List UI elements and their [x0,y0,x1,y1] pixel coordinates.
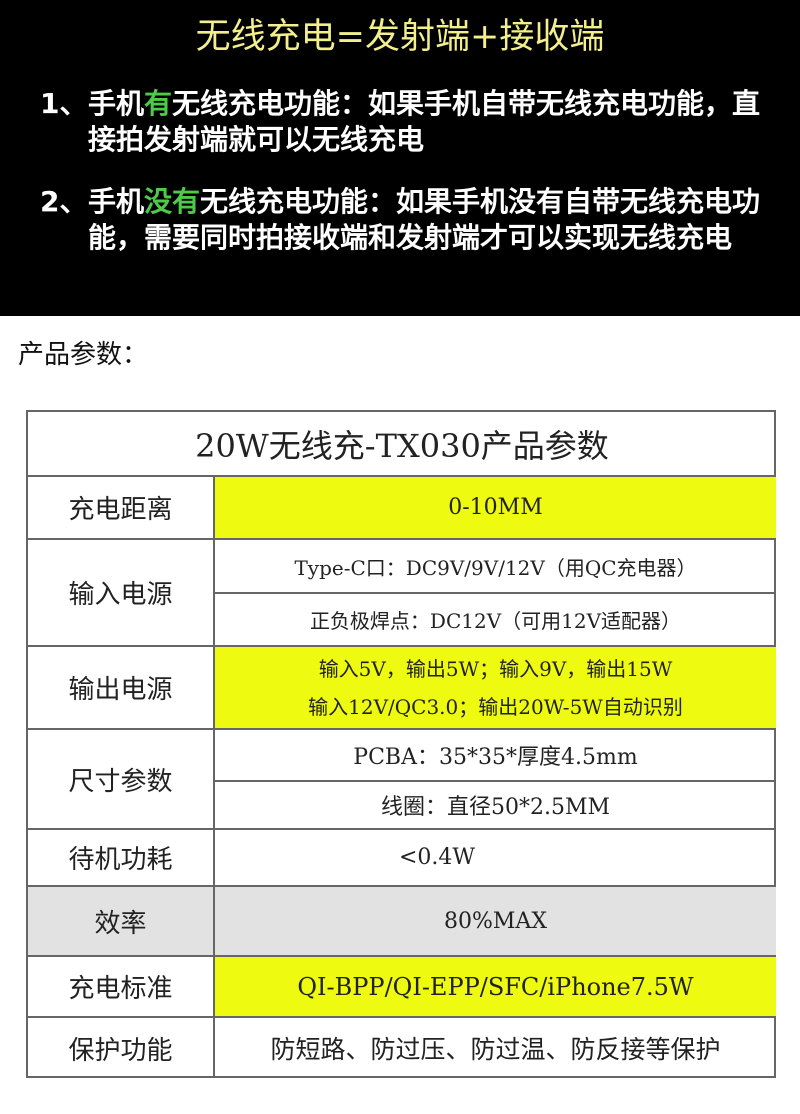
row-label: 输入电源 [28,540,215,647]
row-value: 防短路、防过压、防过温、防反接等保护 [270,1035,721,1064]
row-label: 充电距离 [28,477,215,540]
item-highlight: 没有 [144,185,201,218]
row-label: 充电标准 [28,957,215,1018]
item-text: 无线充电功能：如果手机自带无线充电功能，直接拍发射端就可以无线充电 [88,87,761,156]
row-label: 效率 [28,887,215,957]
row-label: 保护功能 [28,1018,215,1078]
item-number: 1、 [40,87,88,120]
item-text: 手机 [88,87,145,120]
row-label: 待机功耗 [28,830,215,887]
hero-item-1: 1、 手机有无线充电功能：如果手机自带无线充电功能，直接拍发射端就可以无线充电 [40,86,780,158]
row-value: 线圈：直径50*2.5MM [215,782,776,830]
row-value: 输入5V，输出5W；输入9V，输出15W 输入12V/QC3.0；输出20W-5… [215,647,776,730]
item-text: 手机 [88,185,145,218]
hero-banner: 无线充电=发射端+接收端 1、 手机有无线充电功能：如果手机自带无线充电功能，直… [0,0,800,316]
params-label: 产品参数： [18,340,149,370]
row-value: PCBA：35*35*厚度4.5mm [215,730,776,782]
row-value: 0-10MM [215,477,776,540]
row-value-line: 输入5V，输出5W；输入9V，输出15W [318,656,673,681]
hero-item-2: 2、 手机没有无线充电功能：如果手机没有自带无线充电功能，需要同时拍接收端和发射… [40,184,780,256]
spec-table: 20W无线充-TX030产品参数 充电距离 0-10MM 输入电源 Type-C… [26,410,776,1078]
table-title: 20W无线充-TX030产品参数 [28,412,776,477]
item-number: 2、 [40,185,88,218]
row-value: <0.4W [215,830,776,887]
item-highlight: 有 [144,87,173,120]
hero-title: 无线充电=发射端+接收端 [195,17,605,57]
row-value-line: 输入12V/QC3.0；输出20W-5W自动识别 [308,694,683,719]
row-value: QI-BPP/QI-EPP/SFC/iPhone7.5W [215,957,776,1018]
row-label: 尺寸参数 [28,730,215,830]
row-value: 正负极焊点：DC12V（可用12V适配器） [215,594,776,647]
item-text: 无线充电功能：如果手机没有自带无线充电功能，需要同时拍接收端和发射端才可以实现无… [88,185,761,254]
row-label: 输出电源 [28,647,215,730]
row-value: 80%MAX [215,887,776,957]
row-value: Type-C口：DC9V/9V/12V（用QC充电器） [215,540,776,594]
